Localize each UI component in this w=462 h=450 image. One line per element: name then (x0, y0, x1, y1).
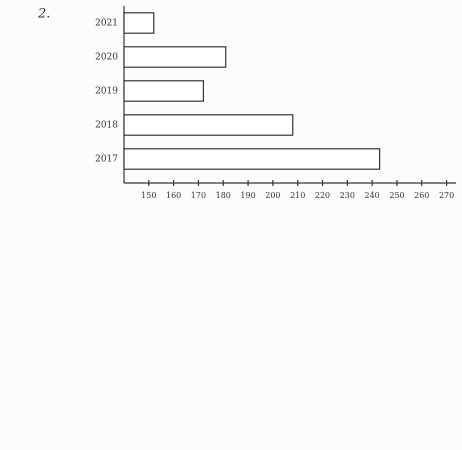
y-tick-label: 2018 (95, 121, 118, 131)
x-tick-label: 250 (389, 191, 404, 200)
bar (123, 148, 381, 170)
chart-title: 2. (37, 7, 50, 22)
x-tick-label: 230 (340, 191, 355, 200)
x-tick-label: 260 (414, 191, 429, 200)
bar (123, 12, 155, 34)
x-tick-label: 210 (290, 191, 305, 200)
x-tick-label: 150 (141, 191, 156, 200)
x-tick-label: 160 (166, 191, 181, 200)
x-tick-label: 170 (191, 191, 206, 200)
x-tick-label: 220 (315, 191, 330, 200)
x-tick-label: 190 (240, 191, 255, 200)
y-tick-label: 2019 (95, 87, 118, 97)
x-tick-label: 240 (365, 191, 380, 200)
y-tick-label: 2021 (95, 19, 118, 29)
y-tick-label: 2017 (95, 155, 118, 165)
y-tick-label: 2020 (95, 53, 118, 63)
bar (123, 114, 294, 136)
x-tick-label: 270 (439, 191, 454, 200)
bar (123, 46, 227, 68)
x-tick-label: 180 (216, 191, 231, 200)
x-tick-label: 200 (265, 191, 280, 200)
bar (123, 80, 205, 102)
